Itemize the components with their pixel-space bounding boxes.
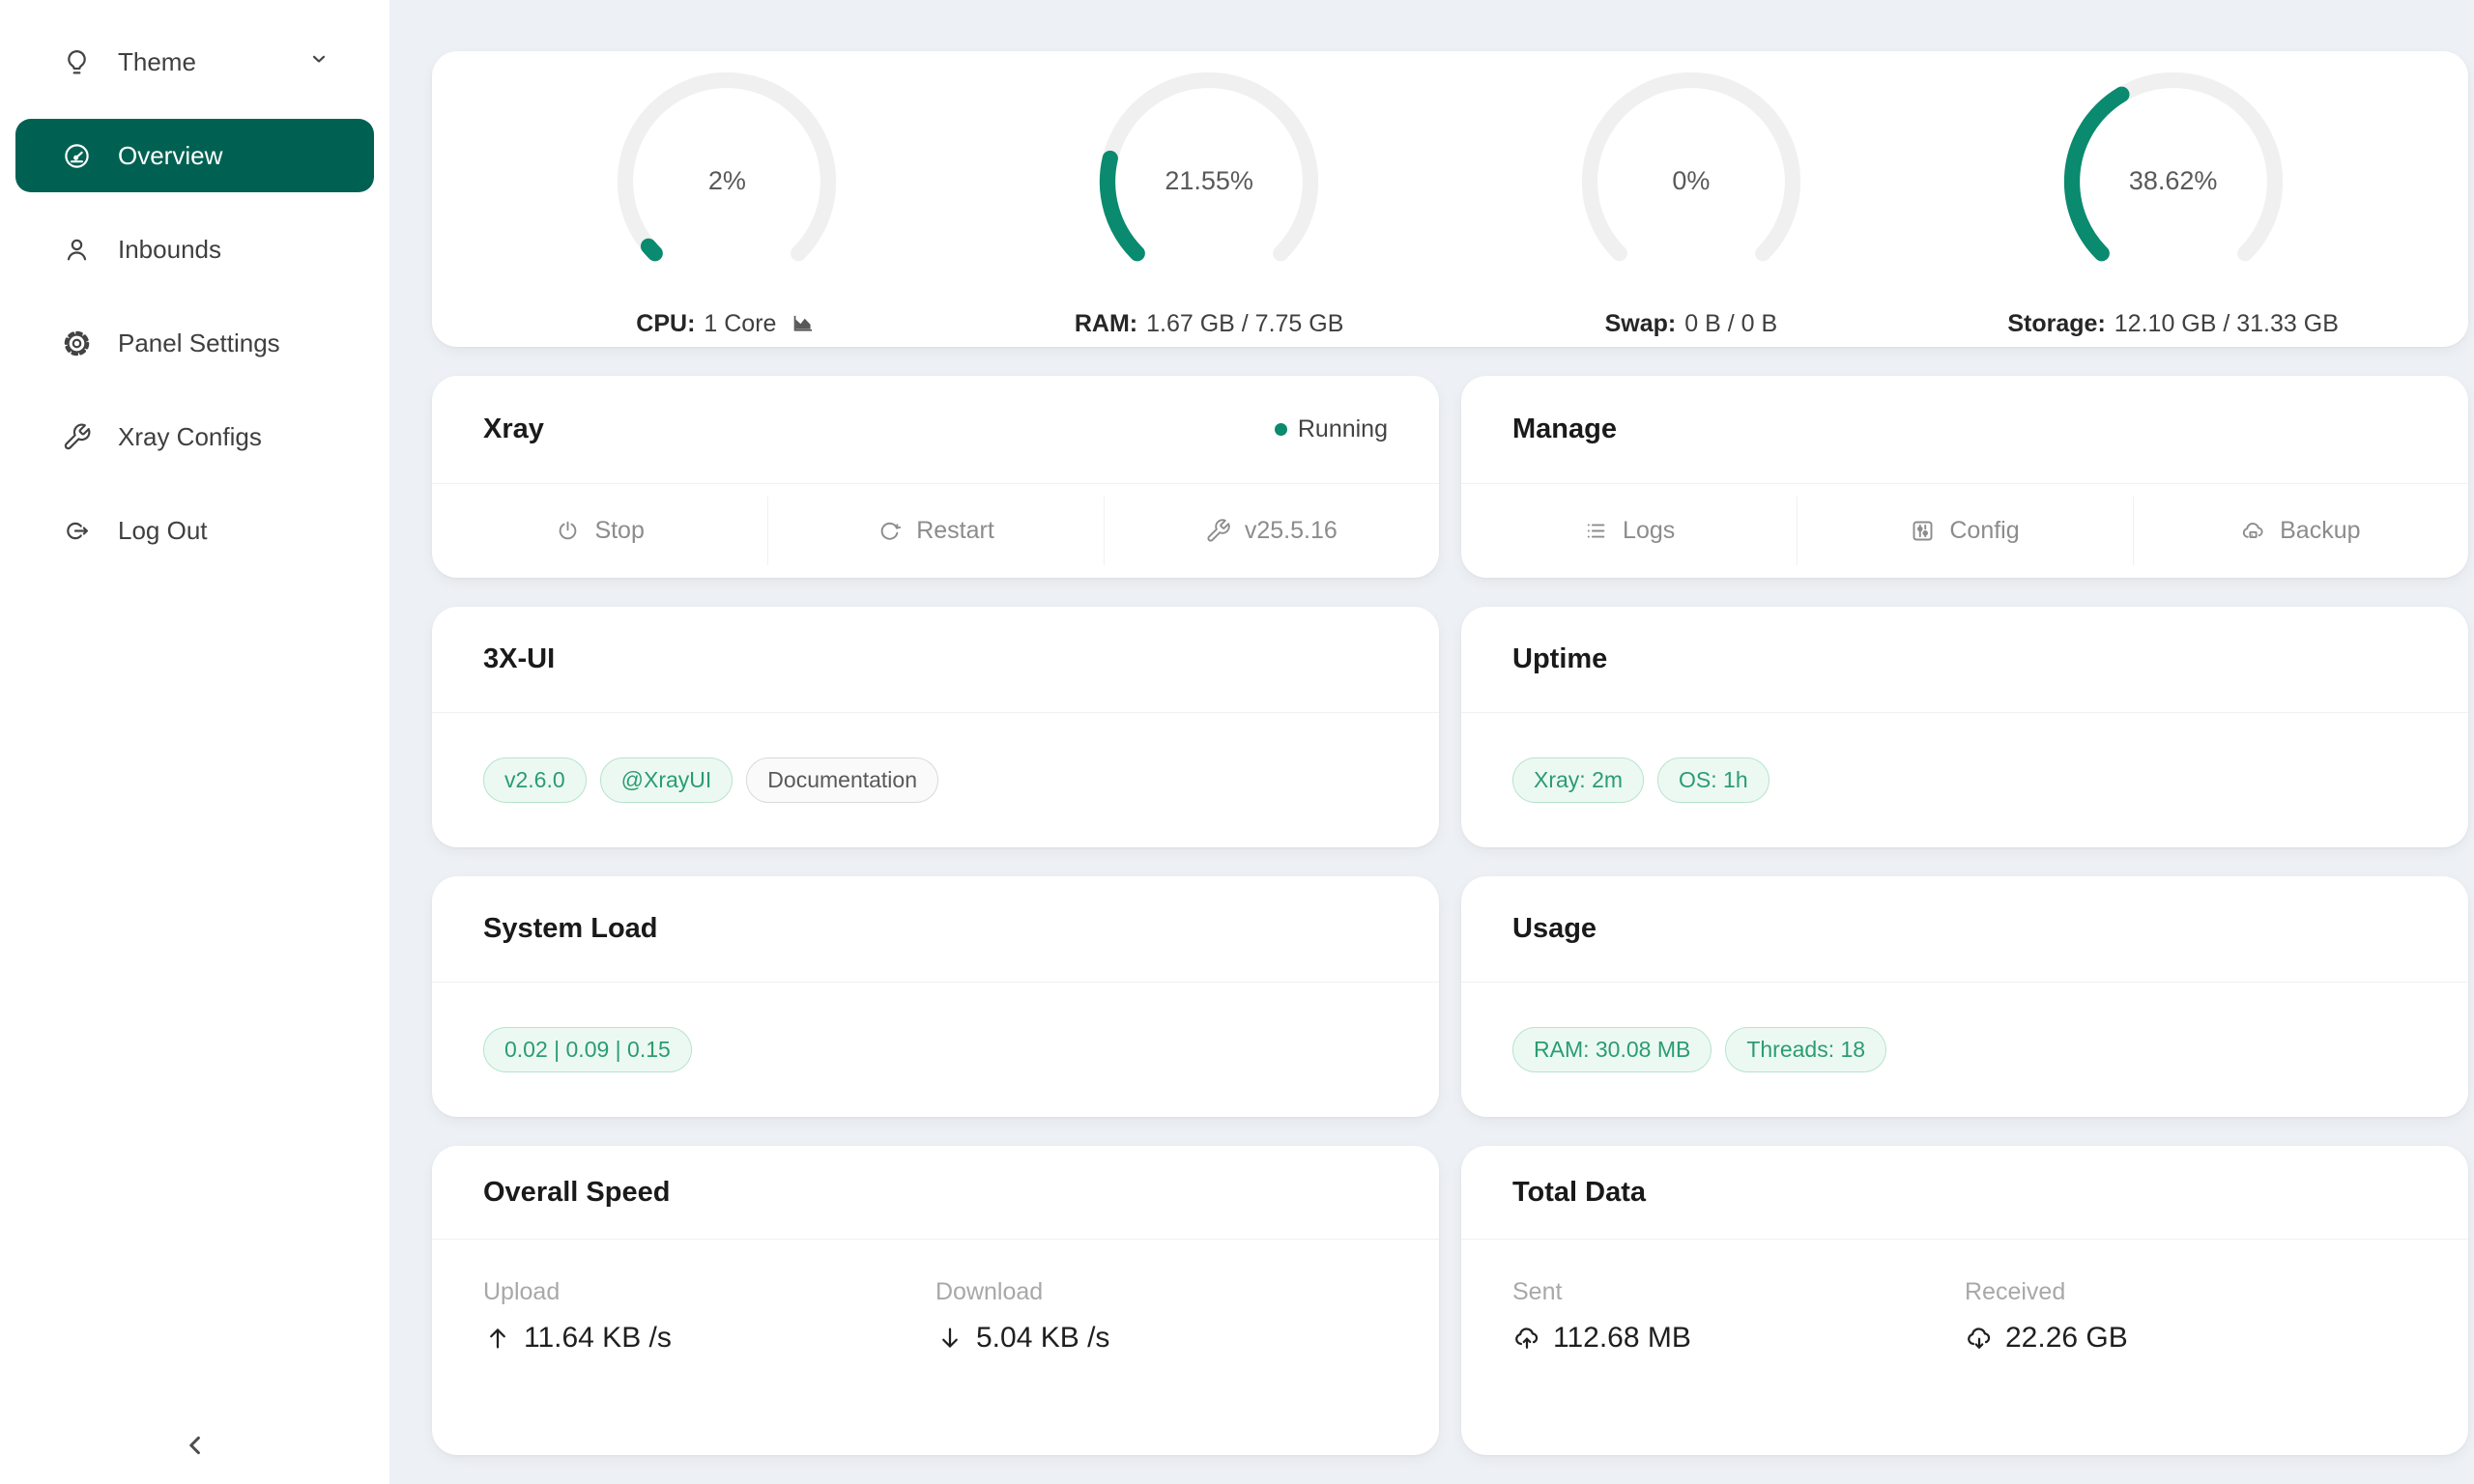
gauge-percent: 38.62% (2128, 166, 2218, 195)
documentation-tag[interactable]: Documentation (746, 756, 938, 804)
chevron-down-icon (306, 46, 331, 78)
download-stat: Download 5.04 KB /s (935, 1278, 1110, 1354)
os-uptime-tag: OS: 1h (1657, 756, 1769, 804)
xrayui-tag[interactable]: @XrayUI (599, 756, 734, 804)
received-stat: Received 22.26 GB (1965, 1278, 2128, 1354)
chevron-left-icon (188, 1436, 200, 1455)
uptime-card: Uptime Xray: 2m OS: 1h (1461, 607, 2468, 847)
card-title: Uptime (1512, 643, 1608, 674)
sidebar-item-overview[interactable]: Overview (15, 119, 374, 192)
load-averages-tag: 0.02 | 0.09 | 0.15 (483, 1026, 692, 1073)
xray-uptime-tag: Xray: 2m (1512, 756, 1645, 804)
wrench-icon (1207, 519, 1230, 542)
system-gauges-card: 2% CPU: 1 Core 21.55% RAM: (432, 51, 2468, 347)
dashboard-icon (65, 143, 89, 168)
area-chart-icon[interactable] (789, 311, 818, 336)
logout-icon (67, 522, 88, 539)
wrench-icon (64, 423, 91, 449)
threads-tag: Threads: 18 (1725, 1026, 1887, 1073)
xui-card: 3X-UI v2.6.0 @XrayUI Documentation (432, 607, 1439, 847)
sidebar-item-label: Log Out (118, 515, 208, 545)
gauge-ram: 21.55% RAM: 1.67 GB / 7.75 GB (968, 61, 1451, 338)
stop-button[interactable]: Stop (432, 484, 767, 578)
sidebar-item-label: Xray Configs (118, 421, 262, 451)
xray-version-button[interactable]: v25.5.16 (1103, 484, 1439, 578)
system-load-card: System Load 0.02 | 0.09 | 0.15 (432, 876, 1439, 1117)
power-icon (560, 521, 577, 540)
arrow-down-icon (942, 1327, 958, 1348)
gauge-swap: 0% Swap: 0 B / 0 B (1451, 61, 1933, 338)
restart-button[interactable]: Restart (767, 484, 1103, 578)
sidebar-item-theme[interactable]: Theme (15, 25, 374, 99)
card-title: System Load (483, 913, 658, 944)
user-icon (67, 239, 87, 260)
sidebar-item-label: Inbounds (118, 234, 221, 264)
list-icon (1587, 524, 1605, 538)
sidebar-item-label: Overview (118, 140, 223, 170)
arrow-up-icon (490, 1328, 505, 1349)
main-content: 2% CPU: 1 Core 21.55% RAM: (389, 0, 2474, 1484)
gauge-label: CPU: 1 Core (636, 310, 818, 338)
sidebar-item-xray-configs[interactable]: Xray Configs (15, 400, 374, 473)
sidebar-item-label: Panel Settings (118, 328, 280, 357)
xray-card: Xray Running Stop (432, 376, 1439, 578)
cloud-server-icon (2242, 523, 2263, 538)
card-title: Total Data (1512, 1176, 1647, 1208)
config-button[interactable]: Config (1797, 484, 2132, 578)
card-title: Xray (483, 414, 544, 444)
gauge-label: Storage: 12.10 GB / 31.33 GB (2007, 309, 2339, 337)
gauge-percent: 21.55% (1165, 166, 1253, 195)
status-dot (1274, 423, 1287, 436)
card-title: Manage (1512, 414, 1617, 444)
gauge-label: Swap: 0 B / 0 B (1604, 309, 1778, 337)
version-tag[interactable]: v2.6.0 (483, 756, 587, 804)
sent-stat: Sent 112.68 MB (1512, 1278, 1691, 1354)
total-data-card: Total Data Sent 112.68 MB Received (1461, 1146, 2468, 1455)
sidebar-item-log-out[interactable]: Log Out (15, 494, 374, 567)
card-title: Usage (1512, 913, 1597, 944)
collapse-sidebar-button[interactable] (174, 1424, 216, 1467)
gauge-cpu: 2% CPU: 1 Core (486, 61, 968, 338)
status-badge: Running (1274, 415, 1388, 443)
gauge-percent: 0% (1672, 166, 1711, 195)
sidebar-item-panel-settings[interactable]: Panel Settings (15, 306, 374, 380)
gauge-storage: 38.62% Storage: 12.10 GB / 31.33 GB (1932, 61, 2414, 338)
card-title: 3X-UI (483, 643, 556, 674)
sidebar-item-inbounds[interactable]: Inbounds (15, 213, 374, 286)
cloud-download-icon (1968, 1327, 1991, 1349)
overall-speed-card: Overall Speed Upload 11.64 KB /s Downloa… (432, 1146, 1439, 1455)
ram-usage-tag: RAM: 30.08 MB (1512, 1026, 1712, 1073)
sliders-icon (1913, 521, 1933, 541)
cloud-upload-icon (1515, 1327, 1539, 1349)
gauge-percent: 2% (707, 166, 746, 195)
sidebar-item-label: Theme (118, 46, 196, 76)
backup-button[interactable]: Backup (2132, 484, 2468, 578)
upload-stat: Upload 11.64 KB /s (483, 1278, 672, 1354)
logs-button[interactable]: Logs (1461, 484, 1797, 578)
card-title: Overall Speed (483, 1176, 671, 1208)
gauge-label: RAM: 1.67 GB / 7.75 GB (1074, 309, 1344, 337)
reload-icon (880, 522, 902, 540)
gear-icon (64, 330, 90, 356)
manage-card: Manage Logs (1461, 376, 2468, 578)
lightbulb-icon (68, 49, 86, 73)
sidebar: Theme Overview Inbounds Panel Settings (0, 0, 389, 1484)
usage-card: Usage RAM: 30.08 MB Threads: 18 (1461, 876, 2468, 1117)
